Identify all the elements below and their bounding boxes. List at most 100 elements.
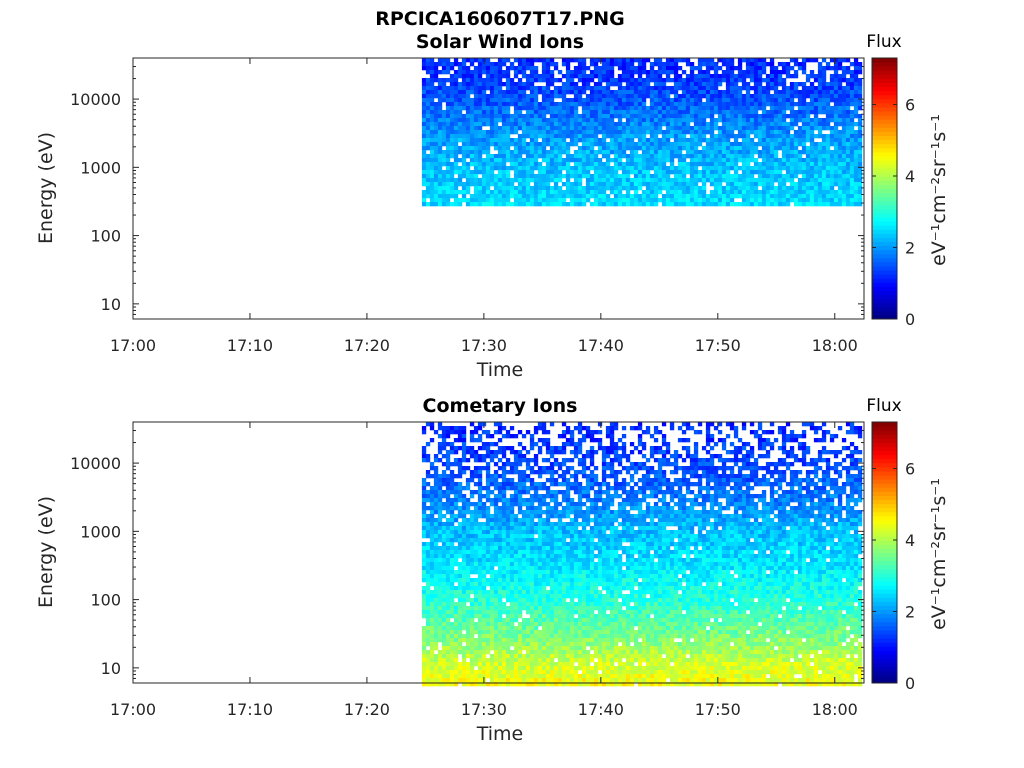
heatmap-cell xyxy=(641,202,647,207)
heatmap-cell xyxy=(633,66,639,71)
heatmap-cell xyxy=(853,474,859,479)
heatmap-cell xyxy=(453,202,459,207)
heatmap-cell xyxy=(793,142,799,147)
heatmap-cell xyxy=(437,442,443,447)
heatmap-cell xyxy=(745,126,751,131)
heatmap-cell xyxy=(777,166,783,171)
heatmap-cell xyxy=(745,82,751,87)
heatmap-cell xyxy=(853,178,859,183)
heatmap-cell xyxy=(701,150,707,155)
heatmap-cell xyxy=(745,174,751,179)
heatmap-cell xyxy=(741,86,747,91)
heatmap-cell xyxy=(749,166,755,171)
heatmap-cell xyxy=(725,190,731,195)
heatmap-cell xyxy=(805,106,811,111)
heatmap-cell xyxy=(581,154,587,159)
heatmap-cell xyxy=(489,138,495,143)
heatmap-cell xyxy=(513,70,519,75)
heatmap-cell xyxy=(573,102,579,107)
heatmap-cell xyxy=(477,474,483,479)
heatmap-cell xyxy=(453,138,459,143)
heatmap-cell xyxy=(625,158,631,163)
heatmap-cell xyxy=(553,478,559,483)
colorbar-swatch xyxy=(872,196,897,202)
heatmap-cell xyxy=(825,146,831,151)
heatmap-cell xyxy=(517,146,523,151)
heatmap-cell xyxy=(701,186,707,191)
heatmap-cell xyxy=(721,198,727,203)
heatmap-cell xyxy=(501,94,507,99)
heatmap-cell xyxy=(641,98,647,103)
heatmap-cell xyxy=(513,82,519,87)
heatmap-cell xyxy=(589,98,595,103)
heatmap-cell xyxy=(605,94,611,99)
heatmap-cell xyxy=(705,170,711,175)
colorbar-frame xyxy=(871,57,898,320)
heatmap-cell xyxy=(681,130,687,135)
heatmap-cell xyxy=(453,482,459,487)
heatmap-cell xyxy=(653,166,659,171)
heatmap-cell xyxy=(609,138,615,143)
heatmap-cell xyxy=(797,486,803,491)
heatmap-cell xyxy=(589,86,595,91)
heatmap-cell xyxy=(433,158,439,163)
heatmap-cell xyxy=(609,58,615,63)
heatmap-cell xyxy=(629,130,635,135)
heatmap-cell xyxy=(789,134,795,139)
heatmap-cell xyxy=(781,450,787,455)
heatmap-cell xyxy=(585,138,591,143)
heatmap-cell xyxy=(493,182,499,187)
heatmap-cell xyxy=(649,182,655,187)
heatmap-cell xyxy=(813,146,819,151)
heatmap-cell xyxy=(741,166,747,171)
heatmap-cell xyxy=(689,70,695,75)
heatmap-cell xyxy=(745,118,751,123)
heatmap-cell xyxy=(673,466,679,471)
heatmap-cell xyxy=(573,90,579,95)
heatmap-cell xyxy=(533,186,539,191)
heatmap-cell xyxy=(533,454,539,459)
heatmap-cell xyxy=(433,118,439,123)
heatmap-cell xyxy=(829,174,835,179)
heatmap-cell xyxy=(661,174,667,179)
heatmap-cell xyxy=(465,94,471,99)
heatmap-cell xyxy=(437,474,443,479)
heatmap-cell xyxy=(609,114,615,119)
heatmap-cell xyxy=(641,174,647,179)
heatmap-cell xyxy=(677,114,683,119)
heatmap-cell xyxy=(557,466,563,471)
heatmap-cell xyxy=(529,446,535,451)
heatmap-cell xyxy=(429,202,435,207)
heatmap-cell xyxy=(681,98,687,103)
heatmap-cell xyxy=(449,162,455,167)
heatmap-cell xyxy=(637,78,643,83)
heatmap-cell xyxy=(425,142,431,147)
heatmap-cell xyxy=(749,190,755,195)
heatmap-cell xyxy=(437,182,443,187)
heatmap-cell xyxy=(729,202,735,207)
heatmap-cell xyxy=(497,158,503,163)
heatmap-cell xyxy=(721,114,727,119)
heatmap-cell xyxy=(565,110,571,115)
heatmap-cell xyxy=(785,422,791,427)
colorbar-swatch xyxy=(872,106,897,112)
heatmap-cell xyxy=(797,142,803,147)
heatmap-cell xyxy=(829,118,835,123)
heatmap-cell xyxy=(545,74,551,79)
heatmap-cell xyxy=(701,138,707,143)
heatmap-cell xyxy=(757,194,763,199)
heatmap-cell xyxy=(625,202,631,207)
heatmap-cell xyxy=(461,186,467,191)
heatmap-cell xyxy=(661,70,667,75)
heatmap-cell xyxy=(729,122,735,127)
heatmap-cell xyxy=(729,110,735,115)
heatmap-cell xyxy=(533,142,539,147)
heatmap-cell xyxy=(589,478,595,483)
heatmap-cell xyxy=(525,118,531,123)
heatmap-cell xyxy=(745,134,751,139)
heatmap-cell xyxy=(821,430,827,435)
heatmap-cell xyxy=(565,86,571,91)
heatmap-cell xyxy=(613,486,619,491)
heatmap-cell xyxy=(769,78,775,83)
heatmap-cell xyxy=(621,74,627,79)
